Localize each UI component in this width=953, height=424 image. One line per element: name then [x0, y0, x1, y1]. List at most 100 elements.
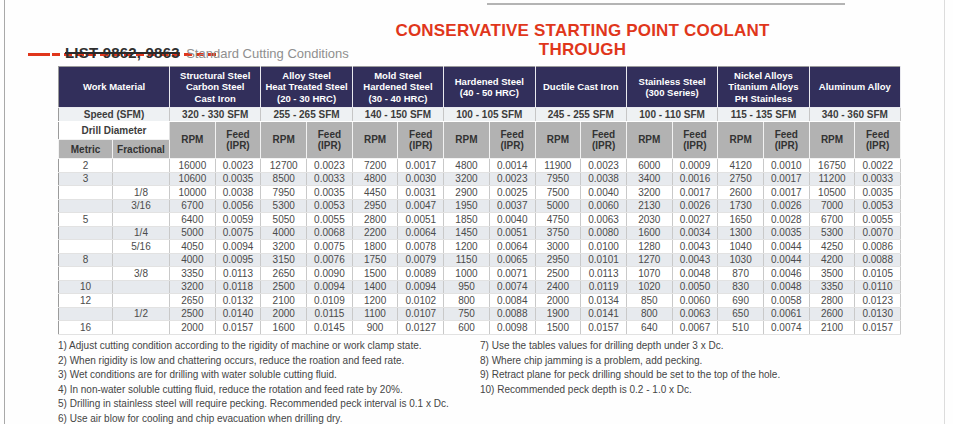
rpm-cell: 510	[718, 321, 764, 335]
list-number-label: LIST 9862, 9863	[65, 44, 180, 61]
feed-cell: 0.0094	[215, 240, 261, 254]
metric-cell	[59, 267, 113, 281]
table-row: 1/225000.014020000.011511000.01077500.00…	[59, 307, 901, 321]
table-row: 1/450000.007540000.006822000.006414500.0…	[59, 226, 901, 240]
feed-header-5: Feed (IPR)	[672, 122, 718, 159]
feed-cell: 0.0060	[672, 294, 718, 308]
rpm-cell: 750	[444, 307, 490, 321]
rpm-cell: 2500	[170, 307, 216, 321]
rpm-cell: 16750	[809, 159, 855, 173]
rpm-cell: 1500	[535, 321, 581, 335]
rpm-cell: 3200	[444, 172, 490, 186]
fractional-cell	[113, 280, 170, 294]
fractional-cell: 3/8	[113, 267, 170, 281]
feed-cell: 0.0061	[763, 307, 809, 321]
rpm-cell: 6000	[626, 159, 672, 173]
rpm-cell: 1900	[535, 307, 581, 321]
feed-cell: 0.0017	[672, 186, 718, 200]
feed-cell: 0.0102	[398, 294, 444, 308]
rpm-cell: 7950	[535, 172, 581, 186]
feed-cell: 0.0113	[215, 267, 261, 281]
metric-cell: 16	[59, 321, 113, 335]
fractional-cell: 3/16	[113, 199, 170, 213]
rpm-cell: 2000	[535, 294, 581, 308]
rpm-cell: 1750	[352, 253, 398, 267]
feed-cell: 0.0056	[215, 199, 261, 213]
rpm-cell: 3750	[535, 226, 581, 240]
speed-value-2: 140 - 150 SFM	[352, 108, 443, 122]
rpm-cell: 2650	[261, 267, 307, 281]
feed-cell: 0.0071	[489, 267, 535, 281]
rpm-cell: 8500	[261, 172, 307, 186]
page-title-line1: CONSERVATIVE STARTING POINT COOLANT	[390, 21, 775, 40]
feed-cell: 0.0118	[215, 280, 261, 294]
material-group-header-7: Aluminum Alloy	[809, 67, 900, 108]
rpm-cell: 800	[626, 307, 672, 321]
feed-cell: 0.0023	[489, 172, 535, 186]
cutting-conditions-table: Work Material Structural Steel Carbon St…	[58, 66, 901, 335]
feed-cell: 0.0040	[489, 213, 535, 227]
feed-cell: 0.0088	[855, 253, 901, 267]
rpm-cell: 830	[718, 280, 764, 294]
rpm-cell: 1200	[444, 240, 490, 254]
rpm-cell: 2750	[718, 172, 764, 186]
feed-cell: 0.0044	[763, 253, 809, 267]
rpm-cell: 3200	[170, 280, 216, 294]
rpm-header-5: RPM	[626, 122, 672, 159]
feed-cell: 0.0141	[581, 307, 627, 321]
rpm-cell: 4800	[352, 172, 398, 186]
feed-header-2: Feed (IPR)	[398, 122, 444, 159]
table-row: 1620000.015716000.01459000.01276000.0098…	[59, 321, 901, 335]
rpm-cell: 2200	[352, 226, 398, 240]
feed-cell: 0.0064	[398, 226, 444, 240]
feed-cell: 0.0157	[581, 321, 627, 335]
feed-cell: 0.0123	[855, 294, 901, 308]
fractional-cell	[113, 213, 170, 227]
column-header-row: Drill Diameter RPMFeed (IPR)RPMFeed (IPR…	[59, 122, 901, 140]
footnotes-right-column: 7) Use the tables values for drilling de…	[480, 339, 910, 397]
rpm-cell: 4050	[170, 240, 216, 254]
feed-cell: 0.0157	[215, 321, 261, 335]
feed-cell: 0.0113	[581, 267, 627, 281]
feed-cell: 0.0010	[763, 159, 809, 173]
feed-cell: 0.0094	[307, 280, 353, 294]
rpm-cell: 4750	[535, 213, 581, 227]
rpm-cell: 2500	[261, 280, 307, 294]
speed-value-5: 100 - 110 SFM	[626, 108, 717, 122]
feed-cell: 0.0035	[307, 186, 353, 200]
rpm-cell: 1200	[352, 294, 398, 308]
feed-cell: 0.0046	[763, 267, 809, 281]
rpm-cell: 600	[444, 321, 490, 335]
rpm-cell: 7200	[352, 159, 398, 173]
rpm-cell: 1600	[261, 321, 307, 335]
feed-header-6: Feed (IPR)	[763, 122, 809, 159]
speed-value-3: 100 - 105 SFM	[444, 108, 535, 122]
metric-cell	[59, 307, 113, 321]
rpm-cell: 2400	[535, 280, 581, 294]
feed-cell: 0.0022	[855, 159, 901, 173]
feed-cell: 0.0055	[307, 213, 353, 227]
fractional-cell: 1/4	[113, 226, 170, 240]
feed-cell: 0.0059	[215, 213, 261, 227]
material-group-header-6: Nickel Alloys Titanium Alloys PH Stainle…	[718, 67, 809, 108]
feed-header-3: Feed (IPR)	[489, 122, 535, 159]
rpm-cell: 16000	[170, 159, 216, 173]
rpm-cell: 12700	[261, 159, 307, 173]
fractional-cell	[113, 172, 170, 186]
subtitle: Standard Cutting Conditions	[186, 46, 349, 61]
rpm-cell: 4800	[444, 159, 490, 173]
footnote: 3) Wet conditions are for drilling with …	[58, 368, 478, 383]
feed-cell: 0.0025	[489, 186, 535, 200]
drill-diameter-header: Drill Diameter	[59, 122, 170, 140]
feed-header-1: Feed (IPR)	[307, 122, 353, 159]
speed-value-6: 115 - 135 SFM	[718, 108, 809, 122]
feed-cell: 0.0017	[763, 172, 809, 186]
work-material-header: Work Material	[59, 67, 170, 108]
feed-cell: 0.0088	[489, 307, 535, 321]
feed-cell: 0.0090	[307, 267, 353, 281]
rpm-cell: 1450	[444, 226, 490, 240]
rpm-cell: 800	[444, 294, 490, 308]
feed-cell: 0.0053	[307, 199, 353, 213]
material-group-header-2: Mold Steel Hardened Steel (30 - 40 HRC)	[352, 67, 443, 108]
rpm-cell: 2030	[626, 213, 672, 227]
